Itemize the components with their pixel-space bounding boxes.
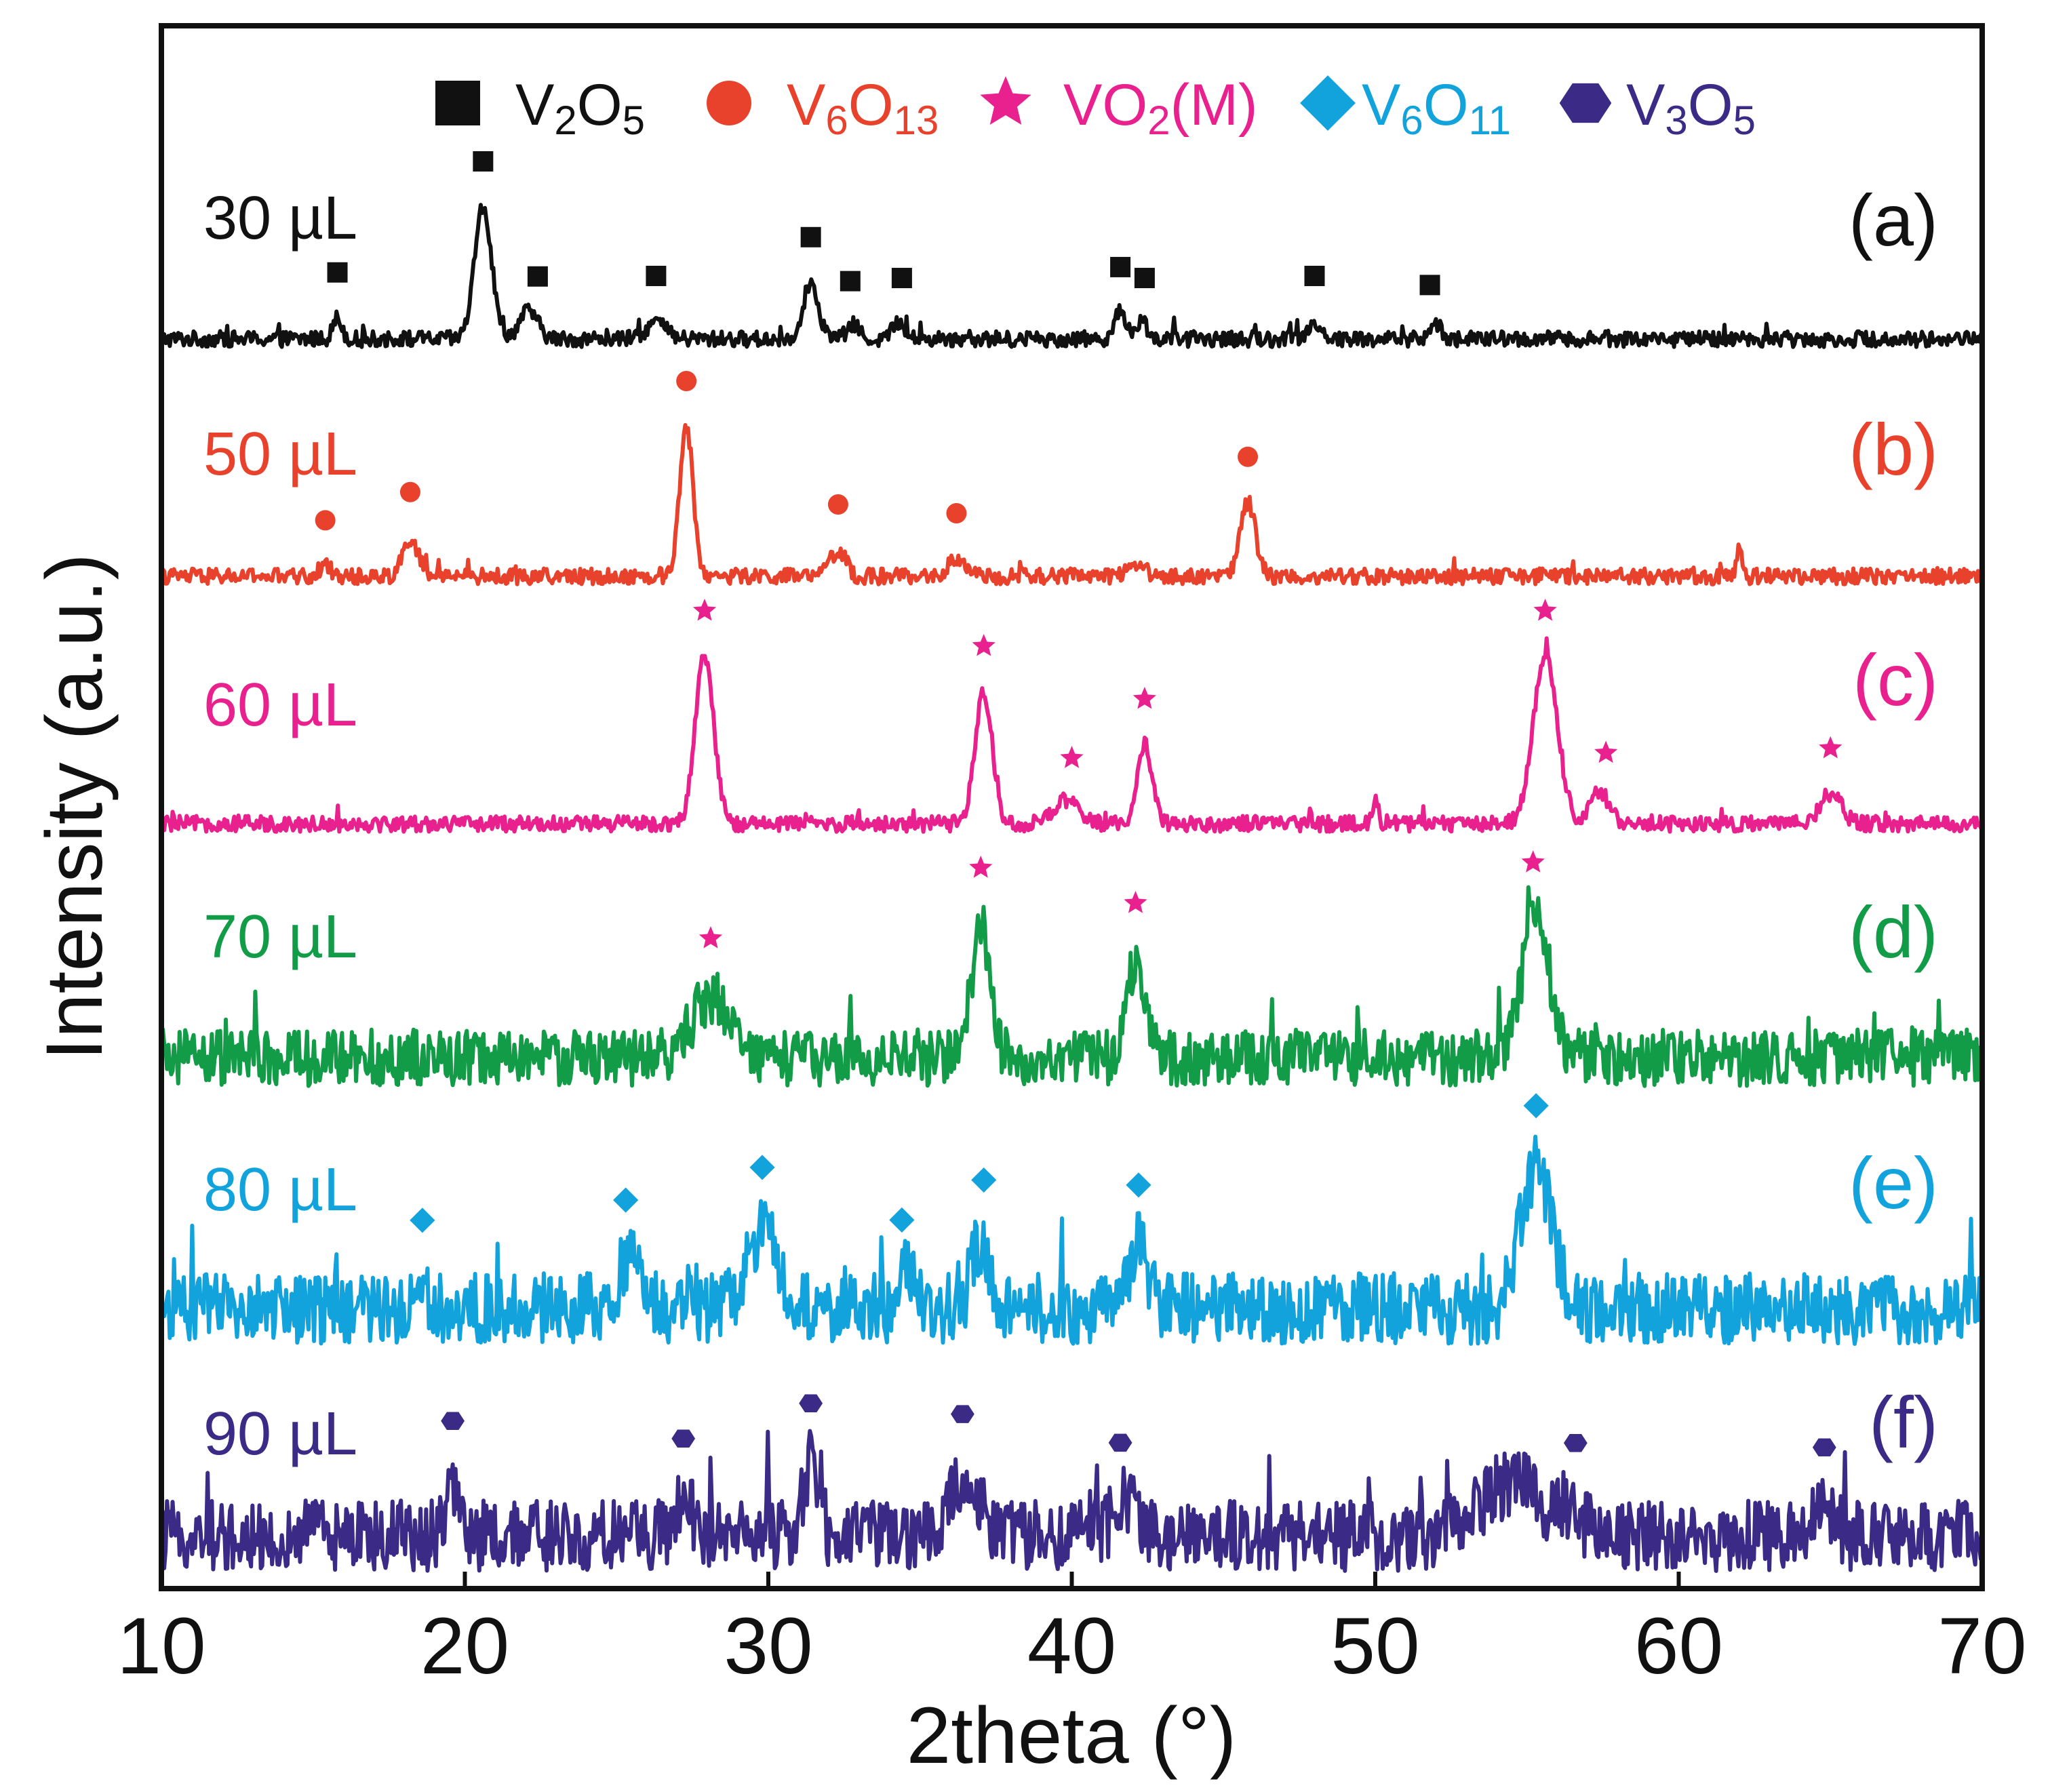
panel-label: (d) bbox=[1849, 891, 1938, 973]
x-tick-label: 10 bbox=[117, 1601, 205, 1691]
peak-marker-hexagon-icon bbox=[799, 1394, 823, 1413]
legend-label: V2O5 bbox=[515, 73, 645, 143]
peak-marker-diamond-icon bbox=[410, 1208, 435, 1233]
x-tick-label: 40 bbox=[1027, 1601, 1116, 1691]
legend-label: V6O11 bbox=[1362, 73, 1511, 143]
legend-label: V3O5 bbox=[1626, 73, 1756, 143]
peak-marker-diamond-icon bbox=[889, 1207, 915, 1233]
peak-marker-hexagon-icon bbox=[441, 1412, 465, 1431]
peak-marker-circle-icon bbox=[827, 494, 848, 515]
series-line bbox=[159, 885, 1984, 1088]
series-group: 80 µL (e) bbox=[159, 1093, 1984, 1346]
peak-marker-star-icon bbox=[969, 856, 993, 878]
series-group: 60 µL (c) bbox=[159, 598, 1984, 834]
peak-marker-star-icon bbox=[698, 926, 723, 949]
series-line bbox=[160, 203, 1984, 349]
peak-marker-diamond-icon bbox=[1126, 1172, 1151, 1198]
peak-marker-star-icon bbox=[1124, 891, 1147, 913]
legend-marker-star-icon bbox=[980, 76, 1031, 125]
peak-marker-circle-icon bbox=[1238, 446, 1259, 467]
series-label: 60 µL bbox=[203, 671, 357, 739]
peak-marker-hexagon-icon bbox=[1812, 1438, 1836, 1457]
peak-marker-square-icon bbox=[891, 268, 912, 289]
series-label: 90 µL bbox=[203, 1400, 357, 1468]
series-label: 50 µL bbox=[203, 420, 357, 488]
peak-marker-diamond-icon bbox=[1523, 1093, 1549, 1119]
peak-marker-square-icon bbox=[1110, 256, 1131, 277]
legend-label: V6O13 bbox=[787, 73, 939, 143]
peak-marker-square-icon bbox=[327, 262, 348, 283]
series-group: 70 µL (d) bbox=[159, 850, 1984, 1088]
peak-marker-star-icon bbox=[972, 633, 996, 656]
legend-marker-hexagon-icon bbox=[1559, 83, 1612, 123]
peak-marker-square-icon bbox=[1419, 275, 1440, 296]
legend-entry: VO2(M) bbox=[980, 73, 1258, 143]
peak-marker-hexagon-icon bbox=[1563, 1434, 1588, 1452]
panel-label: (a) bbox=[1849, 179, 1938, 261]
series-line bbox=[159, 1134, 1984, 1346]
peak-marker-star-icon bbox=[1521, 850, 1545, 873]
peak-marker-circle-icon bbox=[676, 370, 697, 391]
legend-label: VO2(M) bbox=[1063, 73, 1258, 143]
peak-marker-star-icon bbox=[692, 598, 717, 621]
peak-marker-square-icon bbox=[840, 271, 861, 292]
series-layer: 30 µL (a) 50 µL (b) 60 µL (c) 70 µL (d) 80 µL (e)… bbox=[159, 151, 1984, 1573]
peak-marker-star-icon bbox=[1819, 736, 1842, 759]
peak-marker-hexagon-icon bbox=[951, 1405, 974, 1423]
x-tick-label: 30 bbox=[724, 1601, 812, 1691]
series-group: 50 µL (b) bbox=[161, 370, 1984, 586]
peak-marker-circle-icon bbox=[315, 510, 336, 531]
peak-marker-diamond-icon bbox=[971, 1167, 997, 1193]
legend-entry: V6O11 bbox=[1300, 73, 1511, 143]
peak-marker-star-icon bbox=[1533, 598, 1557, 621]
legend-marker-diamond-icon bbox=[1300, 75, 1356, 131]
series-line bbox=[161, 423, 1984, 586]
legend: V2O5 V6O13 VO2(M) V6O11 V3O5 bbox=[435, 73, 1756, 143]
series-label: 80 µL bbox=[203, 1156, 357, 1224]
legend-entry: V3O5 bbox=[1559, 73, 1756, 143]
series-group: 30 µL (a) bbox=[160, 151, 1984, 349]
peak-marker-square-icon bbox=[800, 226, 821, 247]
peak-marker-circle-icon bbox=[399, 481, 420, 502]
legend-entry: V6O13 bbox=[707, 73, 939, 143]
x-tick-label: 50 bbox=[1330, 1601, 1419, 1691]
panel-label: (e) bbox=[1849, 1142, 1938, 1224]
y-axis-label: Intensity (a.u.) bbox=[30, 553, 119, 1060]
peak-marker-star-icon bbox=[1132, 686, 1157, 709]
panel-label: (b) bbox=[1849, 408, 1938, 490]
peak-marker-square-icon bbox=[473, 151, 494, 172]
series-label: 70 µL bbox=[203, 903, 357, 971]
peak-marker-star-icon bbox=[1594, 740, 1618, 763]
x-tick-label: 20 bbox=[420, 1601, 509, 1691]
series-label: 30 µL bbox=[203, 184, 357, 252]
legend-marker-square-icon bbox=[435, 81, 480, 125]
peak-marker-circle-icon bbox=[946, 502, 967, 523]
panel-label: (f) bbox=[1869, 1381, 1938, 1463]
peak-marker-square-icon bbox=[527, 266, 548, 287]
x-tick-label: 70 bbox=[1937, 1601, 2026, 1691]
peak-marker-diamond-icon bbox=[749, 1155, 775, 1180]
peak-marker-square-icon bbox=[1134, 268, 1155, 289]
x-tick-label: 60 bbox=[1634, 1601, 1723, 1691]
panel-label: (c) bbox=[1853, 639, 1938, 721]
peak-marker-square-icon bbox=[646, 265, 667, 286]
peak-marker-star-icon bbox=[1060, 746, 1084, 768]
x-axis-label: 2theta (°) bbox=[907, 1691, 1237, 1780]
series-group: 90 µL (f) bbox=[159, 1381, 1984, 1573]
x-axis: 10 20 30 40 50 60 70 bbox=[117, 1572, 2027, 1691]
legend-marker-circle-icon bbox=[707, 81, 751, 125]
series-line bbox=[159, 1429, 1984, 1573]
peak-marker-diamond-icon bbox=[613, 1187, 639, 1213]
peak-marker-square-icon bbox=[1304, 265, 1325, 286]
legend-entry: V2O5 bbox=[435, 73, 645, 143]
peak-marker-hexagon-icon bbox=[1108, 1433, 1132, 1452]
peak-marker-hexagon-icon bbox=[671, 1429, 696, 1448]
series-line bbox=[159, 636, 1984, 834]
